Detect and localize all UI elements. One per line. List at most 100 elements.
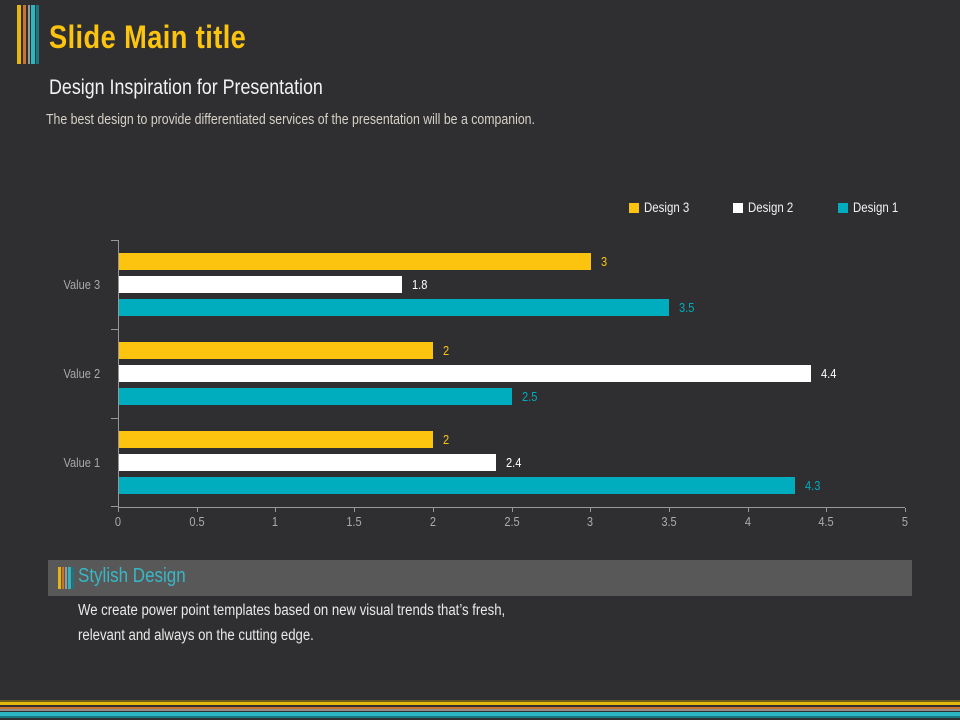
bar-design-2-value-1: [119, 454, 497, 471]
callout-heading-text: Stylish Design: [78, 565, 186, 587]
legend-item-design-1: Design 1: [837, 200, 906, 215]
bar-design-3-value-1: [119, 431, 434, 448]
x-axis-tick-label: 2.5: [502, 514, 520, 529]
stripe: [58, 567, 61, 589]
x-axis-tick-label: 5: [901, 514, 908, 529]
y-axis-tick: [111, 328, 118, 330]
x-axis-tick: [590, 508, 592, 512]
slide-tagline-text: The best design to provide differentiate…: [46, 112, 535, 128]
stripe: [23, 5, 26, 64]
page-title-text: Slide Main title: [49, 19, 247, 55]
bottom-stripe: [0, 702, 960, 705]
bottom-stripe: [0, 707, 960, 709]
stripe: [62, 567, 64, 589]
bar-row: 2: [119, 431, 905, 449]
x-axis-tick-label-text: 3.5: [661, 514, 677, 529]
bar-group-value-2: 2 4.4 2.5: [119, 329, 905, 418]
bottom-stripe: [0, 716, 960, 718]
x-axis-tick-label-text: 2: [429, 514, 436, 529]
bar-value-label: 3: [600, 254, 607, 269]
category-label-text: Value 3: [63, 277, 100, 292]
bar-value-label: 4.4: [820, 366, 837, 381]
stripe: [65, 567, 67, 589]
bottom-stripe: [0, 700, 960, 702]
category-label: Value 2: [48, 329, 110, 418]
x-axis-tick: [196, 508, 198, 512]
bar-value-label: 2: [443, 432, 450, 447]
x-axis-tick-label: 4.5: [817, 514, 835, 529]
x-axis-tick-label: 3: [587, 514, 594, 529]
grouped-bar-chart: Design 3 Design 2 Design 1 Value 3 Value 2 V…: [48, 196, 912, 536]
bar-row: 3.5: [119, 299, 905, 317]
bar-value-label: 4.3: [804, 478, 821, 493]
bottom-stripe: [0, 709, 960, 711]
x-axis-tick-label: 0: [114, 514, 121, 529]
x-axis-tick-label-text: 0.5: [189, 514, 205, 529]
bar-design-1-value-3: [119, 299, 670, 316]
bar-design-1-value-2: [119, 388, 512, 405]
category-label-text: Value 2: [63, 366, 100, 381]
bar-design-2-value-3: [119, 276, 402, 293]
stripe: [31, 5, 35, 64]
bar-value-label: 2.5: [522, 389, 538, 404]
x-axis-tick-label-text: 4.5: [818, 514, 834, 529]
category-label-text: Value 1: [63, 455, 100, 470]
bottom-stripe: [0, 711, 960, 712]
y-axis-tick: [111, 240, 118, 241]
bar-groups: 3 1.8 3.5 2 4.4 2.5 2 2.4 4.3: [119, 240, 905, 507]
bottom-stripe: [0, 712, 960, 716]
y-axis-tick: [111, 506, 118, 507]
legend-swatch-icon: [629, 202, 640, 213]
bar-row: 2.5: [119, 388, 905, 406]
legend-swatch-icon: [837, 202, 848, 213]
x-axis-tick-label: 2: [429, 514, 436, 529]
bar-value-label: 2: [443, 343, 450, 358]
chart-legend: Design 3 Design 2 Design 1: [629, 200, 906, 215]
x-axis-tick: [432, 508, 434, 512]
x-axis-tick-labels: 0 0.5 1 1.5 2 2.5 3 3.5 4 4.5 5: [115, 514, 908, 534]
x-axis-tick: [905, 508, 906, 512]
slide-tagline: The best design to provide differentiate…: [46, 112, 621, 128]
bar-row: 4.3: [119, 477, 905, 495]
x-axis-tick: [668, 508, 670, 512]
x-axis-tick-label: 3.5: [660, 514, 678, 529]
x-axis-tick-label-text: 1: [272, 514, 279, 529]
x-axis-tick-label: 4: [744, 514, 751, 529]
bottom-edge-stripes: [0, 700, 960, 720]
title-accent-stripes-icon: [17, 5, 39, 64]
legend-item-design-3: Design 3: [629, 200, 697, 215]
legend-swatch-icon: [733, 202, 744, 213]
bar-group-value-1: 2 2.4 4.3: [119, 418, 905, 507]
stripe: [68, 567, 71, 589]
slide-subtitle-text: Design Inspiration for Presentation: [49, 76, 323, 99]
bar-row: 2.4: [119, 454, 905, 472]
x-axis-tick: [118, 508, 119, 512]
bar-group-value-3: 3 1.8 3.5: [119, 240, 905, 329]
slide-subtitle: Design Inspiration for Presentation: [49, 76, 371, 100]
bottom-stripe: [0, 705, 960, 707]
callout-body-line2: relevant and always on the cutting edge.: [78, 627, 314, 644]
x-axis-tick-label: 1: [272, 514, 279, 529]
bar-row: 1.8: [119, 276, 905, 294]
category-label: Value 3: [48, 240, 110, 329]
x-axis-tick: [747, 508, 749, 512]
stripe: [72, 567, 74, 589]
stripe: [36, 5, 39, 64]
legend-item-design-2: Design 2: [733, 200, 801, 215]
x-axis-tick-label-text: 2.5: [503, 514, 520, 529]
x-axis-tick-label-text: 5: [901, 514, 909, 529]
bar-design-3-value-2: [119, 342, 434, 359]
legend-label: Design 3: [644, 200, 690, 215]
callout-body: We create power point templates based on…: [78, 598, 581, 648]
x-axis-tick: [275, 508, 277, 512]
bar-design-3-value-3: [119, 253, 591, 270]
x-axis-tick-label-text: 4: [744, 514, 751, 529]
bar-row: 2: [119, 342, 905, 360]
y-axis-line: [118, 240, 119, 507]
bar-design-1-value-1: [119, 477, 795, 494]
x-axis-tick: [826, 508, 828, 512]
bottom-stripe: [0, 718, 960, 720]
x-axis-line: [118, 507, 905, 508]
chart-plot-area: Value 3 Value 2 Value 1 3 1.8 3.5 2 4.4 2.5 2 2.4…: [48, 240, 908, 529]
